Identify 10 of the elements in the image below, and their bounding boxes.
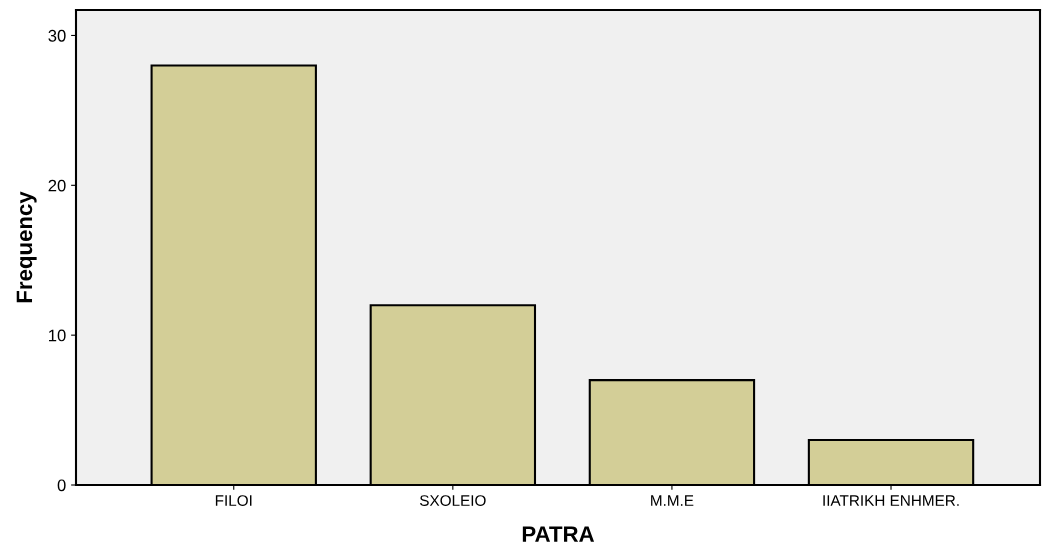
y-tick-label: 30 [48, 29, 66, 42]
y-tick-label: 10 [49, 329, 66, 342]
x-tick-label: FILOI [215, 495, 252, 506]
y-tick-label: 0 [57, 479, 66, 492]
x-axis-title: PATRA [522, 526, 595, 542]
x-tick-label: SXOLEIO [419, 495, 486, 506]
y-axis-title: Frequency [16, 191, 37, 303]
x-tick-label: IIATRIKH ENHMER. [823, 495, 959, 506]
x-tick-label: M.M.E [651, 495, 694, 506]
y-tick-label: 20 [48, 179, 66, 192]
